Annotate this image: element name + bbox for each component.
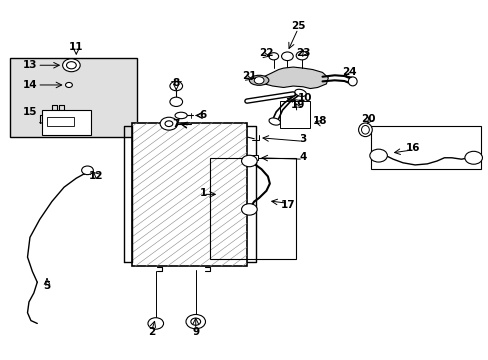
Bar [132,123,246,266]
Bar [370,126,480,169]
Text: 8: 8 [172,78,180,88]
Bar [47,117,74,126]
Circle shape [254,77,264,84]
Text: 17: 17 [281,200,295,210]
Ellipse shape [294,89,305,96]
Circle shape [164,121,172,127]
Circle shape [160,117,177,130]
Text: 4: 4 [299,152,306,162]
FancyBboxPatch shape [42,110,91,135]
Bar [10,58,137,137]
Text: 1: 1 [199,188,206,198]
Text: 23: 23 [295,48,309,58]
Ellipse shape [268,118,280,125]
Text: 10: 10 [298,93,312,103]
Bar [249,155,258,160]
Circle shape [268,53,278,60]
Circle shape [66,62,76,69]
Text: 11: 11 [69,42,83,52]
Text: 5: 5 [43,281,51,291]
Ellipse shape [358,123,371,136]
Circle shape [296,51,307,60]
Bar [132,123,246,266]
Text: 13: 13 [22,60,37,70]
Circle shape [62,59,80,72]
Text: 15: 15 [22,107,37,117]
Text: 19: 19 [290,100,305,110]
Text: 12: 12 [88,171,103,181]
Text: 14: 14 [22,80,37,90]
Text: 3: 3 [299,134,306,144]
Text: 25: 25 [290,21,305,31]
Text: 16: 16 [405,143,419,153]
Text: 9: 9 [192,327,199,337]
Polygon shape [254,67,328,89]
Circle shape [241,155,257,167]
Text: 24: 24 [341,67,356,77]
Text: 18: 18 [312,116,326,126]
Circle shape [169,97,182,107]
Circle shape [281,52,293,60]
Circle shape [241,204,257,215]
Circle shape [185,315,205,329]
Ellipse shape [347,77,356,86]
Bar [210,158,295,259]
Circle shape [65,82,72,87]
Circle shape [464,151,482,164]
Circle shape [81,166,93,175]
Ellipse shape [361,126,368,134]
Text: 20: 20 [361,114,375,124]
Circle shape [148,318,163,329]
Ellipse shape [175,112,187,119]
Text: 21: 21 [242,71,256,81]
Text: 6: 6 [199,111,206,121]
Text: 2: 2 [148,327,155,337]
Text: 22: 22 [259,48,273,58]
Circle shape [369,149,386,162]
Circle shape [190,318,200,325]
Circle shape [169,81,182,91]
Text: 7: 7 [172,120,180,129]
Ellipse shape [249,75,268,85]
Bar [279,101,309,128]
